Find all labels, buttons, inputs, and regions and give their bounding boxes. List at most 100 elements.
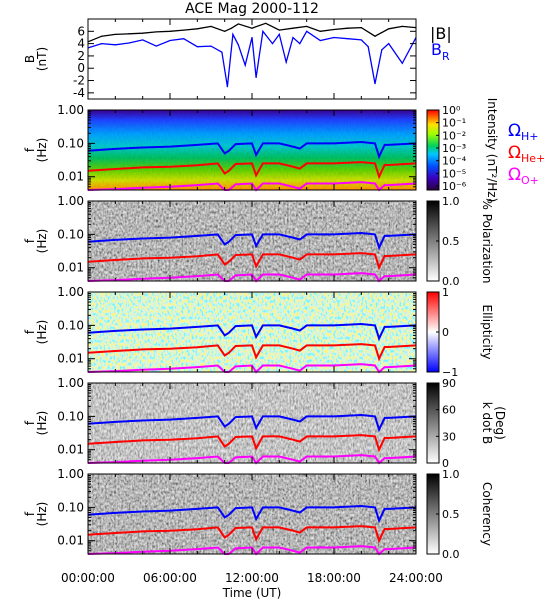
y-tick-label: 1.00 [57, 103, 84, 117]
b-r-point [237, 44, 239, 46]
y-tick-label: 1.00 [57, 467, 84, 481]
colorbar-label: Ellipticity [480, 305, 494, 360]
b-total-point [251, 27, 253, 29]
y-axis-label-unit: (Hz) [35, 229, 49, 254]
y-axis-label-name: B [23, 55, 37, 63]
colorbar-tick-label: 10⁻¹ [442, 117, 466, 130]
y-tick-label: 0.10 [57, 500, 84, 514]
y-axis-label-unit: (nT) [35, 47, 49, 71]
b-total-point [319, 30, 321, 32]
b-total-point [265, 22, 267, 24]
colorbar-label-text: Ellipticity [480, 305, 494, 360]
spectrogram-image [88, 292, 416, 372]
omega-h-curve [87, 231, 417, 251]
legend-b-r-label: B [431, 40, 442, 59]
colorbar [427, 201, 439, 281]
b-r-point [388, 43, 390, 45]
b-r-point [292, 36, 294, 39]
x-tick-2: 12:00:00 [225, 571, 279, 585]
y-tick-label: 0.01 [57, 352, 84, 366]
colorbar-label-text: Intensity (nT²/Hz) [485, 98, 499, 203]
b-r-point [285, 61, 287, 63]
omega-he-curve [87, 161, 417, 180]
y-tick-label: 2 [77, 49, 85, 63]
y-axis-label-unit: (Hz) [35, 320, 49, 345]
y-axis-label-unit: (Hz) [35, 502, 49, 527]
y-axis-label-name: f [23, 238, 37, 243]
colorbar-tick-label: 10⁻⁶ [442, 180, 467, 193]
colorbar [427, 292, 439, 372]
b-total-point [101, 35, 103, 37]
y-axis-label: B(nT) [23, 47, 49, 71]
colorbar-tick-label: 10⁻² [442, 129, 466, 142]
colorbar-tick-label: 1.0 [442, 468, 460, 481]
b-total-point [230, 27, 233, 29]
omega-he-curve [87, 525, 417, 544]
legend-omega-he: ΩHe+ [508, 143, 545, 165]
colorbar-label-unit: (Deg) [493, 406, 507, 440]
y-axis-label-unit: (Hz) [35, 138, 49, 163]
legend-omega-h: ΩH+ [508, 121, 539, 143]
plot-area [88, 19, 416, 99]
y-tick-label: 0.10 [57, 409, 84, 423]
colorbar-tick-label: −1 [442, 366, 458, 379]
b-r-point [255, 76, 257, 79]
x-tick-4: 24:00:00 [389, 571, 443, 585]
y-tick-label: 0.10 [57, 227, 84, 241]
b-r-point [101, 43, 103, 45]
b-r-point [367, 46, 369, 48]
figure-title: ACE Mag 2000-112 [185, 1, 319, 17]
omega-o-curve [87, 272, 417, 283]
spectrogram-image [88, 201, 416, 281]
b-total-point [388, 28, 390, 30]
spectrogram-image [88, 383, 416, 463]
y-axis-label-name: f [23, 147, 37, 152]
y-tick-label: -2 [73, 74, 85, 88]
b-total-point [224, 30, 226, 32]
b-r-point [251, 36, 253, 39]
b-total-point [114, 33, 116, 35]
y-axis-label-name: f [23, 420, 37, 425]
colorbar-tick-label: 30 [442, 430, 456, 443]
b-total-point [196, 28, 198, 30]
y-axis-label-unit: (Hz) [35, 411, 49, 436]
y-tick-label: -4 [73, 86, 85, 100]
y-tick-label: 0.01 [57, 534, 84, 548]
b-total-point [128, 33, 130, 35]
omega-o-curve [87, 454, 417, 465]
omega-h-curve [87, 413, 417, 433]
colorbar-tick-label: 1.0 [442, 195, 460, 208]
coherency-panel: 1.00 0.10 0.01 f(Hz) 1.0 0.5 0.0 Coherency [23, 467, 494, 561]
b-r-point [210, 45, 212, 47]
colorbar-label: k dot B(Deg) [480, 402, 507, 444]
y-tick-label: 0.01 [57, 261, 84, 275]
b-r-point [374, 83, 376, 85]
b-total-point [401, 25, 403, 27]
colorbar-tick-label: 10⁰ [442, 104, 461, 117]
colorbar-label: Coherency [480, 482, 494, 546]
colorbar-tick-label: 0.5 [442, 235, 460, 248]
x-axis-label: Time (UT) [222, 586, 282, 600]
colorbar-tick-label: 60 [442, 404, 456, 417]
y-tick-label: 0.10 [57, 136, 84, 150]
colorbar-frame [426, 382, 440, 464]
y-tick-label: 1.00 [57, 285, 84, 299]
omega-h-curve [87, 140, 417, 160]
y-tick-label: 0.10 [57, 318, 84, 332]
b-total-point [374, 35, 376, 37]
b-r-point [299, 43, 301, 45]
b-r-point [196, 46, 198, 48]
y-tick-label: 0.01 [57, 170, 84, 184]
colorbar-tick-label: 0.5 [442, 508, 460, 521]
y-axis-label: f(Hz) [23, 138, 49, 163]
omega-he-curve [87, 434, 417, 453]
y-axis-label-name: f [23, 329, 37, 334]
colorbar-tick-label: 1 [442, 286, 449, 299]
y-tick-label: 1.00 [57, 376, 84, 390]
colorbar-tick-label: 10⁻³ [442, 142, 466, 155]
omega-h-curve [87, 504, 417, 524]
y-tick-label: 0.01 [57, 443, 84, 457]
ellipticity-panel: 1.00 0.10 0.01 f(Hz) 1 0 −1 Ellipticity [23, 285, 494, 379]
b-r-point [401, 62, 403, 64]
